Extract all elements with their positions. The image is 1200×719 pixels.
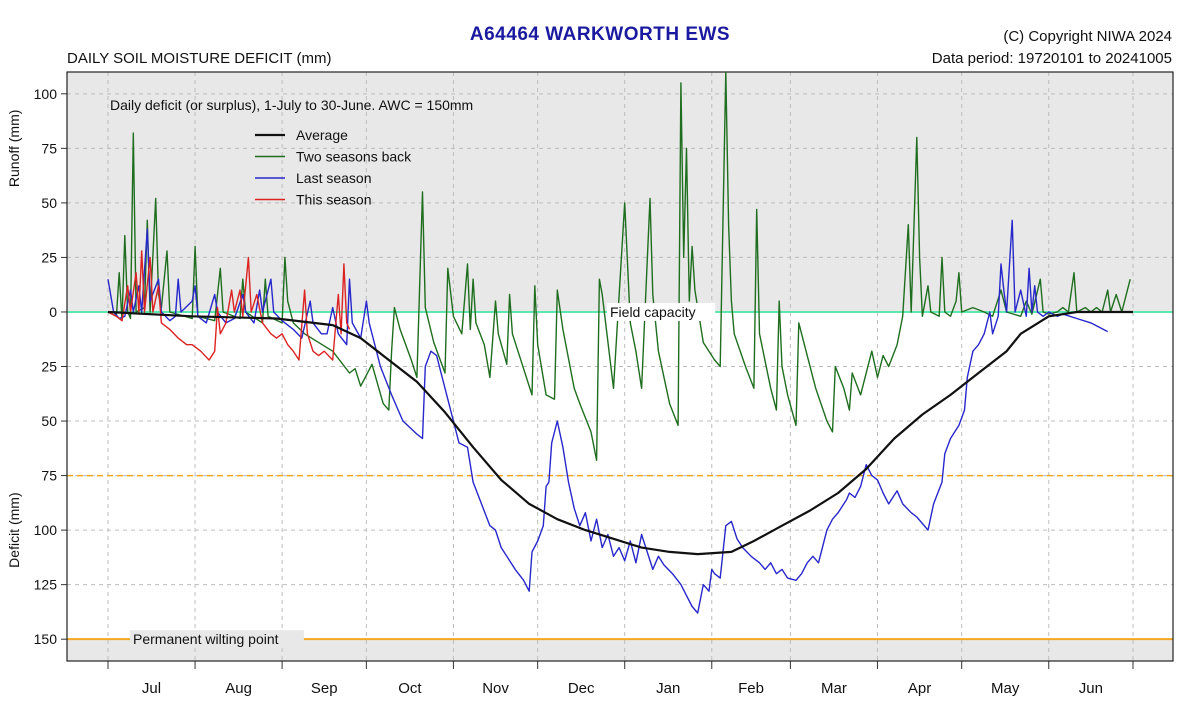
x-tick-label: Apr — [908, 680, 931, 697]
series-line-two-seasons-back — [107, 72, 1131, 461]
wilting-point-label-bg — [130, 630, 304, 649]
legend-label: Last season — [296, 170, 372, 186]
x-tick-label: Jan — [656, 680, 680, 697]
y-tick-label: 150 — [34, 631, 58, 647]
y-tick-label: 100 — [34, 522, 58, 538]
x-tick-label: Sep — [311, 680, 338, 697]
field-capacity-label: Field capacity — [610, 304, 696, 320]
legend-label: Average — [296, 127, 348, 143]
field-capacity-label-bg — [607, 302, 716, 321]
x-tick-label: Dec — [568, 680, 595, 697]
x-tick-label: Aug — [225, 680, 252, 697]
y-tick-label: 50 — [41, 413, 57, 429]
y-tick-label: 25 — [41, 359, 57, 375]
chart-subtitle: DAILY SOIL MOISTURE DEFICIT (mm) — [67, 50, 332, 67]
x-tick-label: May — [991, 680, 1020, 697]
y-tick-label: 50 — [41, 195, 57, 211]
plot-frame — [66, 71, 1174, 662]
series-line-average — [107, 310, 1133, 556]
chart-title: A64464 WARKWORTH EWS — [469, 24, 731, 45]
y-tick-label: 125 — [34, 577, 58, 593]
series-line-last-season — [107, 219, 1109, 614]
x-tick-label: Mar — [821, 680, 847, 697]
y-tick-label: 25 — [41, 249, 57, 265]
wilting-point-label: Permanent wilting point — [133, 631, 279, 647]
y-tick-label: 75 — [41, 468, 57, 484]
chart-annotation: Daily deficit (or surplus), 1-July to 30… — [110, 97, 473, 113]
series-line-this-season — [107, 250, 351, 361]
y-axis-title-deficit: Deficit (mm) — [6, 492, 22, 567]
x-tick-label: Feb — [738, 680, 764, 697]
x-tick-label: Nov — [482, 680, 509, 697]
y-tick-label: 0 — [49, 304, 57, 320]
legend-label: This season — [296, 192, 371, 208]
x-tick-label: Jul — [142, 680, 161, 697]
y-tick-label: 75 — [41, 140, 57, 156]
y-axis-title-runoff: Runoff (mm) — [6, 110, 22, 188]
x-tick-label: Oct — [398, 680, 422, 697]
copyright-notice: (C) Copyright NIWA 2024 — [1003, 28, 1172, 45]
x-tick-label: Jun — [1079, 680, 1103, 697]
data-period: Data period: 19720101 to 20241005 — [931, 50, 1172, 67]
wilting-region-bg — [67, 639, 1173, 661]
y-tick-label: 100 — [34, 86, 58, 102]
legend-label: Two seasons back — [296, 149, 412, 165]
